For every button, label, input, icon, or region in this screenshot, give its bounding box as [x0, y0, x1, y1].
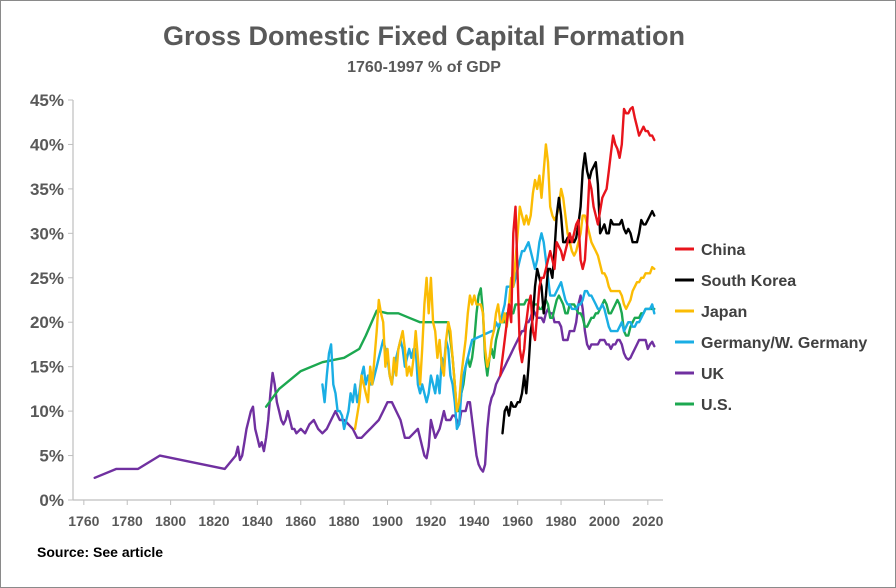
x-tick-label: 1940	[459, 513, 490, 529]
series-line-china	[499, 105, 656, 377]
series-line-germany-w-germany	[321, 232, 656, 431]
legend-label-u-s: U.S.	[701, 397, 732, 414]
chart-subtitle: 1760-1997 % of GDP	[347, 59, 501, 76]
x-tick-label: 1860	[285, 513, 316, 529]
x-tick-label: 1840	[242, 513, 273, 529]
y-tick-label: 45%	[30, 91, 64, 110]
y-tick-label: 15%	[30, 358, 64, 377]
x-tick-label: 1760	[68, 513, 99, 529]
series-line-japan	[353, 143, 656, 431]
y-tick-label: 5%	[39, 447, 64, 466]
x-tick-label: 1960	[502, 513, 533, 529]
series-lines	[93, 105, 656, 479]
x-tick-label: 2000	[589, 513, 620, 529]
y-tick-label: 0%	[39, 491, 64, 510]
legend-label-japan: Japan	[701, 304, 747, 321]
y-tick-label: 10%	[30, 402, 64, 421]
y-tick-label: 40%	[30, 135, 64, 154]
x-tick-label: 1780	[112, 513, 143, 529]
x-tick-label: 1920	[415, 513, 446, 529]
legend-label-germany-w-germany: Germany/W. Germany	[701, 335, 867, 352]
x-tick-label: 2020	[632, 513, 663, 529]
legend-label-china: China	[701, 242, 746, 259]
x-tick-label: 1900	[372, 513, 403, 529]
legend-label-uk: UK	[701, 366, 725, 383]
x-tick-label: 1800	[155, 513, 186, 529]
chart-title: Gross Domestic Fixed Capital Formation	[162, 21, 686, 51]
series-line-uk	[93, 294, 656, 479]
axes: 0% 5% 10% 15% 20% 25% 30% 35% 40% 45% 1760 1780 1800…	[30, 91, 664, 529]
y-tick-label: 25%	[30, 269, 64, 288]
x-tick-label: 1880	[329, 513, 360, 529]
y-tick-label: 20%	[30, 313, 64, 332]
y-tick-label: 30%	[30, 224, 64, 243]
source-note: Source: See article	[37, 544, 164, 560]
legend-label-south-korea: South Korea	[701, 273, 796, 290]
x-tick-label: 1820	[198, 513, 229, 529]
legend: China South Korea Japan Germany/W. Germany U…	[675, 242, 867, 414]
y-tick-label: 35%	[30, 180, 64, 199]
x-tick-label: 1980	[545, 513, 576, 529]
